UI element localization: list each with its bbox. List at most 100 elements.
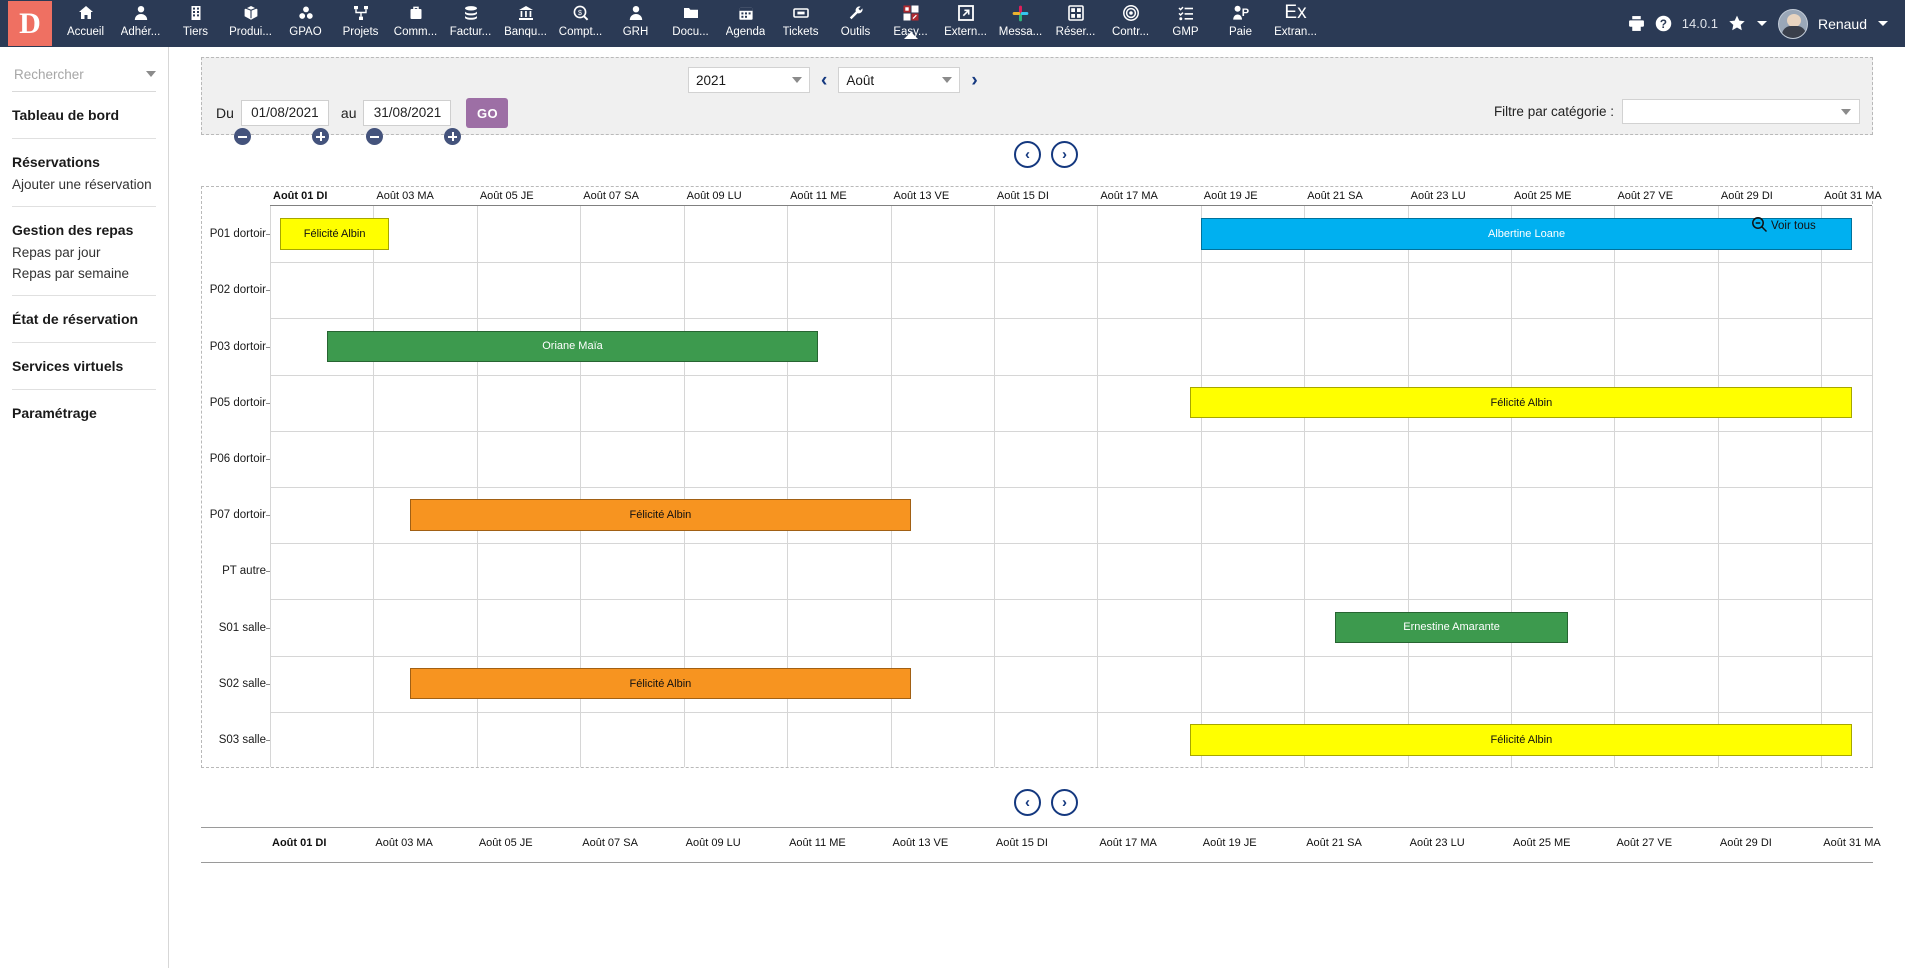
gantt-pager-top: ‹ ›	[1014, 141, 1078, 168]
month-select[interactable]: Août	[838, 67, 961, 93]
person-icon	[628, 3, 644, 23]
gantt-reservation-bar[interactable]: Félicité Albin	[409, 499, 912, 531]
gantt-date-tick: Août 05 JE	[479, 190, 534, 202]
from-label: Du	[216, 105, 234, 121]
nav-item-banqu[interactable]: Banqu...	[498, 0, 553, 38]
zoom-out-all-control[interactable]: Voir tous	[1751, 216, 1816, 236]
nav-item-label: Messa...	[998, 26, 1043, 38]
go-button[interactable]: GO	[466, 98, 509, 128]
gantt-reservation-bar[interactable]: Félicité Albin	[409, 667, 912, 700]
nav-item-docu[interactable]: Docu...	[663, 0, 718, 38]
nav-item-compt[interactable]: $ Compt...	[553, 0, 608, 38]
star-icon[interactable]	[1728, 15, 1746, 32]
sidebar-item-services-virtuels[interactable]: Services virtuels	[12, 358, 124, 374]
gantt-gridline-vertical	[1511, 206, 1513, 767]
nav-item-tiers[interactable]: Tiers	[168, 0, 223, 38]
sidebar-item-gestion-des-repas[interactable]: Gestion des repas	[12, 222, 134, 238]
to-date-minus-button[interactable]	[366, 128, 383, 145]
gantt-reservation-bar[interactable]: Albertine Loane	[1200, 218, 1853, 250]
sidebar-item-tableau-de-bord[interactable]: Tableau de bord	[12, 107, 120, 123]
user-menu-chevron-down-icon[interactable]	[1877, 19, 1889, 29]
gantt-gridline-vertical	[1821, 206, 1823, 767]
nav-item-label: Paie	[1228, 26, 1253, 38]
sidebar-subitem[interactable]: Ajouter une réservation	[12, 177, 152, 192]
bank-icon	[518, 3, 534, 23]
sidebar-group: Tableau de bord	[12, 92, 156, 139]
user-name[interactable]: Renaud	[1817, 15, 1867, 32]
building-icon	[188, 3, 204, 23]
scroll-right-button[interactable]: ›	[1051, 141, 1078, 168]
gantt-reservation-bar[interactable]: Félicité Albin	[1190, 724, 1853, 756]
nav-item-adhr[interactable]: Adhér...	[113, 0, 168, 38]
nav-item-label: Tiers	[182, 26, 209, 38]
sidebar-subitem[interactable]: Repas par jour	[12, 245, 101, 260]
nav-item-grh[interactable]: GRH	[608, 0, 663, 38]
sidebar-subitem[interactable]: Repas par semaine	[12, 266, 130, 281]
slack-icon	[1012, 3, 1029, 23]
from-date-plus-button[interactable]	[312, 128, 329, 145]
print-icon[interactable]	[1628, 15, 1645, 32]
to-date-plus-button[interactable]	[444, 128, 461, 145]
nav-item-gpao[interactable]: GPAO	[278, 0, 333, 38]
gantt-date-tick: Août 03 MA	[376, 190, 434, 202]
scroll-left-button-bottom[interactable]: ‹	[1014, 789, 1041, 816]
nav-item-agenda[interactable]: Agenda	[718, 0, 773, 38]
magnifier-minus-icon	[1751, 216, 1768, 236]
prev-month-chevron-left-icon[interactable]: ‹	[821, 69, 828, 91]
nav-item-produi[interactable]: Produi...	[223, 0, 278, 38]
scroll-right-button-bottom[interactable]: ›	[1051, 789, 1078, 816]
to-label: au	[340, 105, 357, 121]
gantt-reservation-bar[interactable]: Félicité Albin	[1190, 386, 1853, 419]
nav-item-messa[interactable]: Messa...	[993, 0, 1048, 38]
nav-item-contr[interactable]: Contr...	[1103, 0, 1158, 38]
gantt-reservation-bar[interactable]: Félicité Albin	[280, 218, 389, 250]
gantt-date-tick: Août 07 SA	[583, 190, 639, 202]
nav-item-factur[interactable]: Factur...	[443, 0, 498, 38]
year-select[interactable]: 2021	[688, 67, 810, 93]
next-month-chevron-right-icon[interactable]: ›	[971, 69, 978, 91]
sidebar-item-paramétrage[interactable]: Paramétrage	[12, 405, 97, 421]
scroll-left-button[interactable]: ‹	[1014, 141, 1041, 168]
to-date-input[interactable]: 31/08/2021	[363, 100, 452, 126]
sidebar-item-tat-de-réservation[interactable]: État de réservation	[12, 311, 139, 327]
gantt-gridline-vertical	[580, 206, 582, 767]
gantt-reservation-bar[interactable]: Ernestine Amarante	[1335, 611, 1568, 644]
gantt-gridline-vertical	[1097, 206, 1099, 767]
bottom-date-tick: Août 11 ME	[789, 837, 846, 849]
bottom-date-tick: Août 31 MA	[1823, 837, 1881, 849]
search-chevron-down-icon[interactable]	[146, 71, 156, 77]
avatar[interactable]	[1777, 8, 1808, 39]
nav-item-extran[interactable]: Ex Extran...	[1268, 0, 1323, 39]
gantt-reservation-bar[interactable]: Oriane Maïa	[326, 330, 819, 363]
nav-item-gmp[interactable]: GMP	[1158, 0, 1213, 38]
nav-item-label: Extern...	[944, 26, 987, 38]
nav-item-comm[interactable]: Comm...	[388, 0, 443, 38]
nav-item-label: Comm...	[393, 26, 438, 38]
nav-item-tickets[interactable]: Tickets	[773, 0, 828, 38]
from-date-minus-button[interactable]	[234, 128, 251, 145]
gantt-date-tick: Août 11 ME	[790, 190, 847, 202]
gantt-gridline-horizontal	[270, 318, 1872, 320]
gantt-date-tick: Août 23 LU	[1410, 190, 1466, 202]
search-input[interactable]	[12, 65, 137, 83]
nav-item-outils[interactable]: Outils	[828, 0, 883, 38]
bottom-date-axis: Août 01 DI Août 03 MA Août 05 JE Août 07 SA…	[201, 827, 1881, 863]
help-icon[interactable]: ?	[1655, 15, 1672, 32]
nav-item-easy[interactable]: Easy...	[883, 0, 938, 38]
gantt-gridline-vertical	[476, 206, 478, 767]
nav-item-paie[interactable]: P Paie	[1213, 0, 1268, 38]
sidebar-item-réservations[interactable]: Réservations	[12, 154, 100, 170]
gantt-row-tick	[266, 627, 270, 629]
gantt-date-tick: Août 25 ME	[1514, 190, 1572, 202]
app-logo[interactable]: D	[8, 1, 52, 46]
nav-item-projets[interactable]: Projets	[333, 0, 388, 38]
nav-item-accueil[interactable]: Accueil	[58, 0, 113, 38]
nav-item-rser[interactable]: Réser...	[1048, 0, 1103, 38]
search-row	[12, 57, 156, 92]
wrench-icon	[848, 3, 864, 23]
category-select[interactable]	[1622, 99, 1860, 124]
from-date-input[interactable]: 01/08/2021	[240, 100, 329, 126]
chevron-down-icon[interactable]	[1756, 19, 1768, 29]
nav-item-label: GMP	[1172, 26, 1199, 38]
nav-item-extern[interactable]: Extern...	[938, 0, 993, 38]
